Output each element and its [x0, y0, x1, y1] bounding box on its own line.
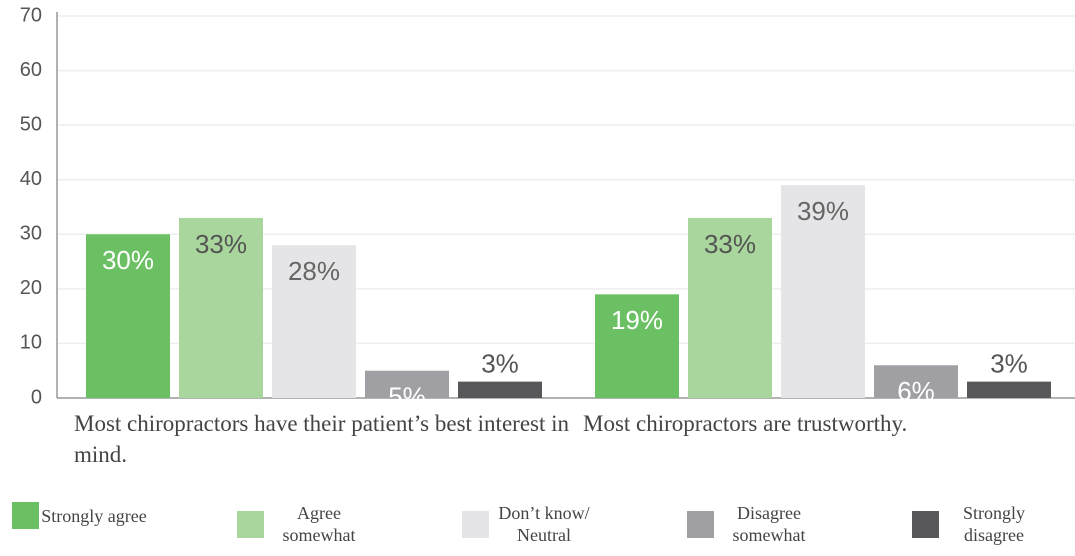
bar	[458, 381, 542, 398]
bar	[781, 185, 865, 398]
value-label: 3%	[481, 349, 519, 379]
bar	[967, 381, 1051, 398]
legend-item: Disagree somewhat	[687, 502, 824, 546]
value-label: 33%	[195, 229, 247, 259]
legend-item: Agree somewhat	[237, 502, 374, 546]
bar	[595, 294, 679, 398]
value-label: 33%	[704, 229, 756, 259]
bar	[365, 370, 449, 398]
value-label: 39%	[797, 196, 849, 226]
bar	[874, 365, 958, 398]
value-label: 5%	[388, 382, 426, 412]
legend-item: Strongly disagree	[912, 502, 1049, 546]
legend-swatch	[237, 510, 264, 538]
legend-label: Agree somewhat	[282, 503, 356, 545]
bar	[179, 217, 263, 398]
y-tick-label: 10	[20, 332, 42, 354]
y-tick-label: 0	[31, 386, 42, 408]
category-label: Most chiropractors are trustworthy.	[583, 411, 908, 436]
bar	[272, 245, 356, 398]
y-tick-label: 40	[20, 168, 42, 190]
legend-swatch	[462, 510, 489, 538]
y-tick-label: 30	[20, 223, 42, 245]
legend-swatch	[12, 502, 39, 529]
value-label: 30%	[102, 245, 154, 275]
value-label: 3%	[990, 349, 1028, 379]
bar	[86, 234, 170, 398]
legend-label: Don’t know/ Neutral	[498, 503, 590, 545]
y-tick-label: 70	[20, 4, 42, 26]
value-label: 19%	[611, 305, 663, 335]
legend-label: Disagree somewhat	[732, 503, 806, 545]
legend-label: Strongly agree	[41, 505, 147, 526]
value-label: 6%	[897, 376, 935, 406]
legend-label: Strongly disagree	[962, 503, 1025, 545]
y-tick-label: 60	[20, 59, 42, 81]
y-tick-label: 20	[20, 277, 42, 299]
value-label: 28%	[288, 256, 340, 286]
legend-item: Don’t know/ Neutral	[462, 502, 599, 546]
category-label: Most chiropractors have their patient’s …	[74, 411, 570, 467]
legend-swatch	[912, 510, 939, 538]
y-tick-label: 50	[20, 113, 42, 135]
legend-item: Strongly agree	[12, 502, 149, 529]
bar	[688, 217, 772, 398]
legend-swatch	[687, 510, 714, 538]
